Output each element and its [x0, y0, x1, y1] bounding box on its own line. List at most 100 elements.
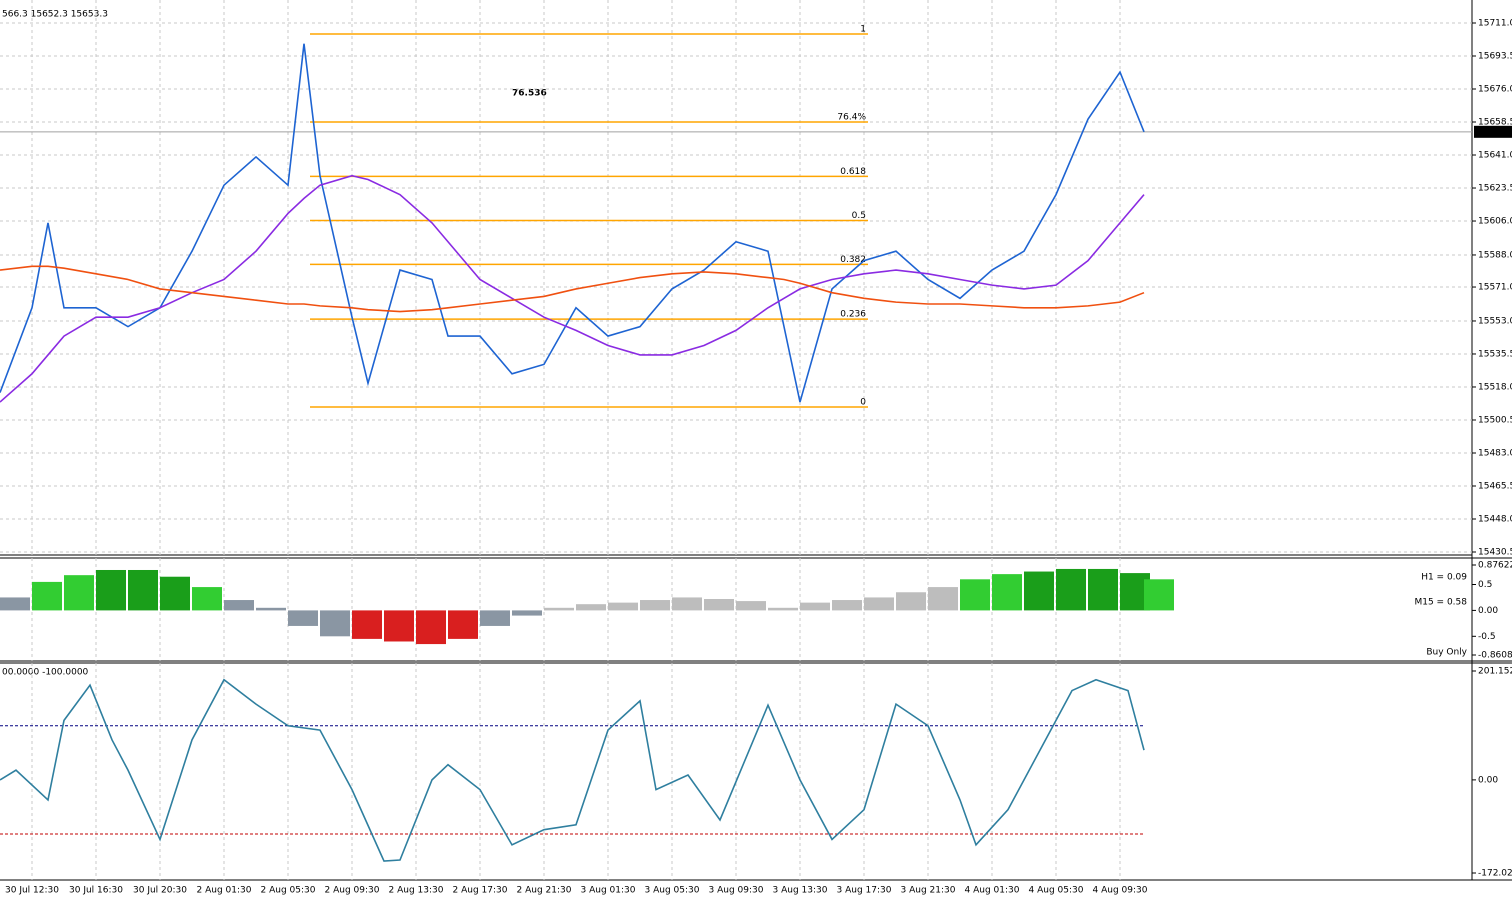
histogram-bar	[160, 576, 190, 611]
histogram-bar	[384, 610, 414, 642]
y-tick-label: 201.1527	[1478, 667, 1512, 677]
histogram-bar	[736, 601, 766, 611]
y-tick-label: 15430.5	[1478, 548, 1512, 558]
histogram-bar	[288, 610, 318, 626]
y-tick-label: 15448.0	[1478, 514, 1512, 524]
y-tick-label: -0.8608	[1478, 651, 1512, 661]
histogram-bar	[0, 597, 30, 611]
x-tick-label: 3 Aug 05:30	[645, 886, 700, 896]
histogram-bar	[320, 610, 350, 637]
fib-label: 0.618	[840, 167, 866, 177]
fib-label: 76.4%	[837, 113, 866, 123]
fib-label: 0.382	[840, 255, 866, 265]
y-tick-label: 15693.5	[1478, 52, 1512, 62]
series-line	[0, 174, 1145, 403]
y-tick-label: -172.0245	[1478, 869, 1512, 879]
indicator-text: Buy Only	[1426, 648, 1467, 658]
y-tick-label: 15676.0	[1478, 85, 1512, 95]
x-tick-label: 2 Aug 21:30	[517, 886, 572, 896]
fib-label: 0	[860, 397, 866, 407]
series-line	[0, 265, 1145, 313]
y-tick-label: -0.5	[1478, 632, 1496, 642]
y-tick-label: 0.00	[1478, 775, 1498, 785]
histogram-bar	[448, 610, 478, 639]
x-tick-label: 3 Aug 09:30	[709, 886, 764, 896]
osc-header: 00.0000 -100.0000	[2, 668, 89, 678]
x-tick-label: 3 Aug 01:30	[581, 886, 636, 896]
histogram-bar	[992, 574, 1022, 611]
histogram-bar	[224, 600, 254, 611]
last-price-box	[1474, 125, 1512, 138]
histogram-bar	[96, 569, 126, 611]
indicator-text: H1 = 0.09	[1421, 573, 1467, 583]
y-tick-label: 15571.0	[1478, 283, 1512, 293]
y-tick-label: 15623.5	[1478, 184, 1512, 194]
fib-label: 1	[860, 24, 866, 34]
x-tick-label: 2 Aug 05:30	[261, 886, 316, 896]
histogram-bar	[672, 597, 702, 611]
x-tick-label: 2 Aug 01:30	[197, 886, 252, 896]
histogram-bar	[1056, 568, 1086, 611]
histogram-bar	[352, 610, 382, 639]
histogram-bar	[640, 600, 670, 611]
x-tick-label: 3 Aug 17:30	[837, 886, 892, 896]
histogram-bar	[128, 569, 158, 611]
y-tick-label: 15535.5	[1478, 349, 1512, 359]
histogram-bar	[704, 599, 734, 611]
x-tick-label: 4 Aug 01:30	[965, 886, 1020, 896]
y-tick-label: 0.5	[1478, 580, 1492, 590]
x-tick-label: 30 Jul 16:30	[69, 886, 123, 896]
y-tick-label: 15518.0	[1478, 382, 1512, 392]
histogram-bar	[256, 607, 286, 611]
y-tick-label: 15711.0	[1478, 19, 1512, 29]
fib-label: 0.236	[840, 310, 866, 320]
y-tick-label: 0.87622	[1478, 561, 1512, 571]
x-tick-label: 3 Aug 13:30	[773, 886, 828, 896]
y-tick-label: 15588.0	[1478, 250, 1512, 260]
histogram-bar	[960, 579, 990, 611]
histogram-bar	[768, 607, 798, 611]
histogram-bar	[192, 587, 222, 611]
annotation: 76.536	[512, 89, 547, 99]
indicator-text: M15 = 0.58	[1414, 598, 1467, 608]
y-tick-label: 15553.0	[1478, 316, 1512, 326]
x-tick-label: 2 Aug 17:30	[453, 886, 508, 896]
x-tick-label: 2 Aug 09:30	[325, 886, 380, 896]
histogram-bar	[1088, 568, 1118, 611]
histogram-bar	[544, 607, 574, 611]
histogram-bar	[64, 575, 94, 611]
histogram-bar	[800, 602, 830, 611]
y-tick-label: 15465.5	[1478, 481, 1512, 491]
last-price-label: 15653.3	[1477, 127, 1512, 137]
x-tick-label: 2 Aug 13:30	[389, 886, 444, 896]
histogram-bar	[896, 592, 926, 611]
y-tick-label: 15641.0	[1478, 151, 1512, 161]
histogram-bar	[480, 610, 510, 626]
histogram-bar	[32, 581, 62, 611]
histogram-bar	[416, 610, 446, 645]
histogram-bar	[864, 597, 894, 611]
y-tick-label: 15483.0	[1478, 448, 1512, 458]
y-tick-label: 0.00	[1478, 606, 1498, 616]
histogram-bar	[1024, 571, 1054, 611]
x-tick-label: 30 Jul 12:30	[5, 886, 59, 896]
histogram-bar	[1144, 579, 1174, 611]
x-tick-label: 4 Aug 09:30	[1093, 886, 1148, 896]
x-tick-label: 30 Jul 20:30	[133, 886, 187, 896]
fib-label: 0.5	[852, 211, 866, 221]
histogram-bar	[832, 600, 862, 611]
histogram-bar	[928, 587, 958, 611]
y-tick-label: 15658.5	[1478, 118, 1512, 128]
histogram-bar	[576, 604, 606, 611]
histogram-bar	[608, 602, 638, 611]
y-tick-label: 15606.0	[1478, 217, 1512, 227]
series-line	[0, 678, 1145, 862]
y-tick-label: 15500.5	[1478, 415, 1512, 425]
price-header: 566.3 15652.3 15653.3	[2, 10, 108, 20]
histogram-bar	[512, 610, 542, 616]
x-tick-label: 4 Aug 05:30	[1029, 886, 1084, 896]
x-tick-label: 3 Aug 21:30	[901, 886, 956, 896]
series-line	[0, 43, 1145, 403]
